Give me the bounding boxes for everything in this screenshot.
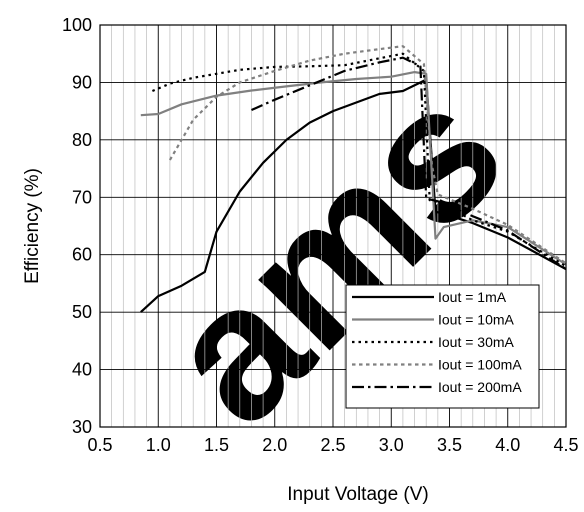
legend-entry: Iout = 30mA: [438, 334, 515, 350]
x-tick-label: 1.0: [146, 435, 171, 455]
series-lines: [140, 45, 567, 313]
y-tick-label: 50: [72, 302, 92, 322]
y-tick-label: 30: [72, 417, 92, 437]
x-axis-label: Input Voltage (V): [287, 484, 429, 505]
x-tick-labels: 0.5 1.0 1.5 2.0 2.5 3.0 3.5 4.0 4.5: [87, 435, 578, 455]
legend-entry: Iout = 1mA: [438, 289, 507, 305]
legend-entry: Iout = 100mA: [438, 357, 522, 373]
x-tick-label: 3.0: [379, 435, 404, 455]
y-axis-label: Efficiency (%): [22, 168, 43, 284]
x-tick-label: 2.0: [262, 435, 287, 455]
legend: Iout = 1mA Iout = 10mA Iout = 30mA Iout = 1…: [345, 284, 540, 409]
series-line-iout-10ma: [140, 70, 567, 266]
y-tick-labels: 30 40 50 60 70 80 90 100: [62, 15, 92, 437]
y-tick-label: 60: [72, 245, 92, 265]
series-line-iout-1ma: [140, 78, 567, 313]
legend-entry: Iout = 200mA: [438, 379, 522, 395]
x-tick-label: 4.5: [553, 435, 578, 455]
x-tick-label: 0.5: [87, 435, 112, 455]
y-tick-label: 90: [72, 72, 92, 92]
plot-frame: [99, 24, 567, 428]
x-tick-label: 1.5: [204, 435, 229, 455]
x-tick-label: 3.5: [437, 435, 462, 455]
x-tick-label: 2.5: [320, 435, 345, 455]
y-tick-label: 40: [72, 360, 92, 380]
series-line-iout-200ma: [251, 56, 567, 271]
y-tick-label: 80: [72, 130, 92, 150]
series-line-iout-100ma: [168, 45, 567, 265]
y-tick-label: 70: [72, 187, 92, 207]
y-tick-label: 100: [62, 15, 92, 35]
legend-entry: Iout = 10mA: [438, 312, 515, 328]
x-tick-label: 4.0: [495, 435, 520, 455]
